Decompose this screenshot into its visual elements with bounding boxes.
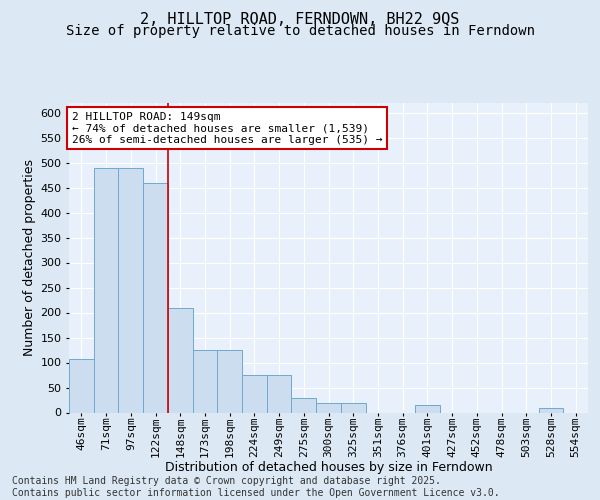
Bar — [69, 359, 94, 412]
X-axis label: Distribution of detached houses by size in Ferndown: Distribution of detached houses by size … — [164, 462, 493, 474]
Y-axis label: Number of detached properties: Number of detached properties — [23, 159, 36, 356]
Bar — [316, 402, 341, 412]
Text: Contains HM Land Registry data © Crown copyright and database right 2025.
Contai: Contains HM Land Registry data © Crown c… — [12, 476, 500, 498]
Bar — [341, 402, 365, 412]
Text: 2, HILLTOP ROAD, FERNDOWN, BH22 9QS: 2, HILLTOP ROAD, FERNDOWN, BH22 9QS — [140, 12, 460, 28]
Bar — [267, 375, 292, 412]
Bar — [118, 168, 143, 412]
Bar — [168, 308, 193, 412]
Text: 2 HILLTOP ROAD: 149sqm
← 74% of detached houses are smaller (1,539)
26% of semi-: 2 HILLTOP ROAD: 149sqm ← 74% of detached… — [71, 112, 382, 145]
Bar — [242, 375, 267, 412]
Bar — [193, 350, 217, 412]
Bar — [94, 168, 118, 412]
Bar — [143, 182, 168, 412]
Bar — [217, 350, 242, 412]
Bar — [415, 405, 440, 412]
Text: Size of property relative to detached houses in Ferndown: Size of property relative to detached ho… — [65, 24, 535, 38]
Bar — [292, 398, 316, 412]
Bar — [539, 408, 563, 412]
